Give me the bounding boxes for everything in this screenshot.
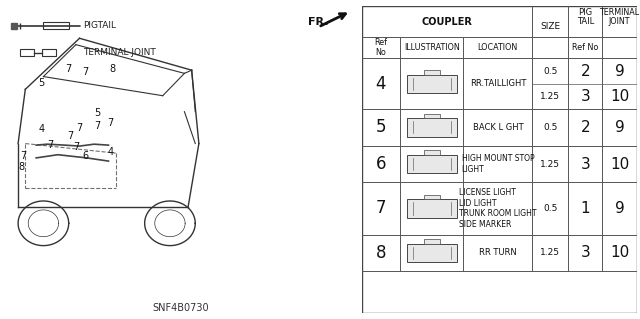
Text: 9: 9 — [615, 201, 625, 216]
Text: SIZE: SIZE — [540, 22, 560, 31]
Text: 1: 1 — [580, 201, 590, 216]
Text: TERMINAL
JOINT: TERMINAL JOINT — [600, 8, 639, 26]
Text: 7: 7 — [95, 121, 100, 131]
Text: 1.25: 1.25 — [540, 92, 560, 101]
Text: 8: 8 — [109, 63, 115, 74]
Text: 7: 7 — [20, 151, 27, 161]
Text: SNF4B0730: SNF4B0730 — [152, 303, 209, 313]
Text: 0.5: 0.5 — [543, 123, 557, 132]
Text: 1.25: 1.25 — [540, 160, 560, 169]
Bar — [424, 70, 440, 75]
Text: 8: 8 — [18, 161, 24, 172]
Text: 7: 7 — [376, 199, 386, 218]
Text: 7: 7 — [76, 122, 83, 133]
Text: RR TURN: RR TURN — [479, 249, 516, 257]
Text: 5: 5 — [38, 78, 45, 88]
Bar — [407, 155, 456, 173]
Text: HIGH MOUNT STOP
LIGHT: HIGH MOUNT STOP LIGHT — [461, 154, 534, 174]
Text: 4: 4 — [108, 146, 113, 157]
Bar — [424, 114, 440, 118]
Text: 7: 7 — [82, 67, 88, 77]
Text: 10: 10 — [610, 245, 629, 260]
Text: 9: 9 — [615, 120, 625, 135]
Text: PIG
TAIL: PIG TAIL — [577, 8, 594, 26]
Text: 5: 5 — [376, 118, 386, 136]
Text: 7: 7 — [107, 118, 113, 128]
Text: 3: 3 — [580, 157, 590, 172]
Text: LICENSE LIGHT
LID LIGHT
TRUNK ROOM LIGHT
SIDE MARKER: LICENSE LIGHT LID LIGHT TRUNK ROOM LIGHT… — [459, 189, 536, 229]
Bar — [407, 118, 456, 137]
Text: 7: 7 — [73, 142, 79, 152]
Bar — [424, 195, 440, 199]
Text: 0.5: 0.5 — [543, 67, 557, 76]
Text: 4: 4 — [376, 75, 386, 93]
Text: 7: 7 — [67, 130, 74, 141]
Text: Ref
No: Ref No — [374, 38, 387, 57]
Bar — [20, 49, 35, 56]
Bar — [44, 22, 68, 29]
Text: 2: 2 — [580, 63, 590, 78]
Text: 7: 7 — [65, 63, 72, 74]
Text: ILLUSTRATION: ILLUSTRATION — [404, 43, 460, 52]
Text: COUPLER: COUPLER — [422, 17, 472, 27]
Text: LOCATION: LOCATION — [477, 43, 518, 52]
Text: TERMINAL JOINT: TERMINAL JOINT — [83, 48, 156, 57]
Text: RR.TAILLIGHT: RR.TAILLIGHT — [470, 79, 526, 88]
Bar — [407, 244, 456, 262]
Text: Ref No: Ref No — [572, 43, 598, 52]
Text: 1.25: 1.25 — [540, 249, 560, 257]
Text: PIGTAIL: PIGTAIL — [83, 21, 116, 30]
Bar — [407, 199, 456, 218]
Text: 3: 3 — [580, 89, 590, 104]
Text: 5: 5 — [95, 108, 100, 118]
Bar — [407, 75, 456, 93]
Text: 10: 10 — [610, 157, 629, 172]
Text: 0.5: 0.5 — [543, 204, 557, 213]
Text: 10: 10 — [610, 89, 629, 104]
Bar — [424, 150, 440, 155]
Text: 2: 2 — [580, 120, 590, 135]
Text: 7: 7 — [47, 140, 54, 150]
Text: 9: 9 — [615, 63, 625, 78]
Bar — [42, 49, 56, 56]
Text: 4: 4 — [38, 124, 45, 134]
Text: 3: 3 — [580, 245, 590, 260]
Text: 6: 6 — [376, 155, 386, 173]
Text: 6: 6 — [82, 151, 88, 161]
Text: BACK L GHT: BACK L GHT — [472, 123, 523, 132]
Text: FR.: FR. — [308, 17, 328, 27]
Bar — [424, 239, 440, 244]
Text: 8: 8 — [376, 244, 386, 262]
